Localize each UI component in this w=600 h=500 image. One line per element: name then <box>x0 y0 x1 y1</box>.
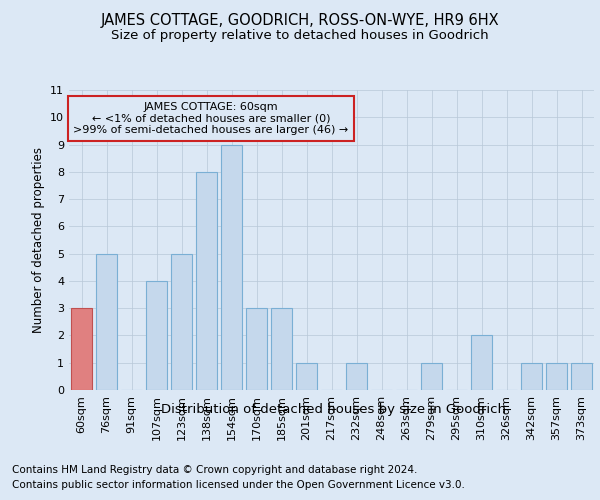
Bar <box>346 362 367 390</box>
Bar <box>546 362 567 390</box>
Bar <box>271 308 292 390</box>
Bar <box>96 254 117 390</box>
Text: Contains public sector information licensed under the Open Government Licence v3: Contains public sector information licen… <box>12 480 465 490</box>
Bar <box>421 362 442 390</box>
Y-axis label: Number of detached properties: Number of detached properties <box>32 147 44 333</box>
Bar <box>196 172 217 390</box>
Bar <box>146 281 167 390</box>
Bar <box>521 362 542 390</box>
Bar <box>71 308 92 390</box>
Text: Size of property relative to detached houses in Goodrich: Size of property relative to detached ho… <box>111 29 489 42</box>
Bar <box>221 144 242 390</box>
Text: JAMES COTTAGE, GOODRICH, ROSS-ON-WYE, HR9 6HX: JAMES COTTAGE, GOODRICH, ROSS-ON-WYE, HR… <box>101 12 499 28</box>
Text: Distribution of detached houses by size in Goodrich: Distribution of detached houses by size … <box>161 402 506 415</box>
Text: JAMES COTTAGE: 60sqm
← <1% of detached houses are smaller (0)
>99% of semi-detac: JAMES COTTAGE: 60sqm ← <1% of detached h… <box>73 102 349 135</box>
Bar <box>571 362 592 390</box>
Bar <box>296 362 317 390</box>
Text: Contains HM Land Registry data © Crown copyright and database right 2024.: Contains HM Land Registry data © Crown c… <box>12 465 418 475</box>
Bar <box>171 254 192 390</box>
Bar <box>246 308 267 390</box>
Bar <box>471 336 492 390</box>
